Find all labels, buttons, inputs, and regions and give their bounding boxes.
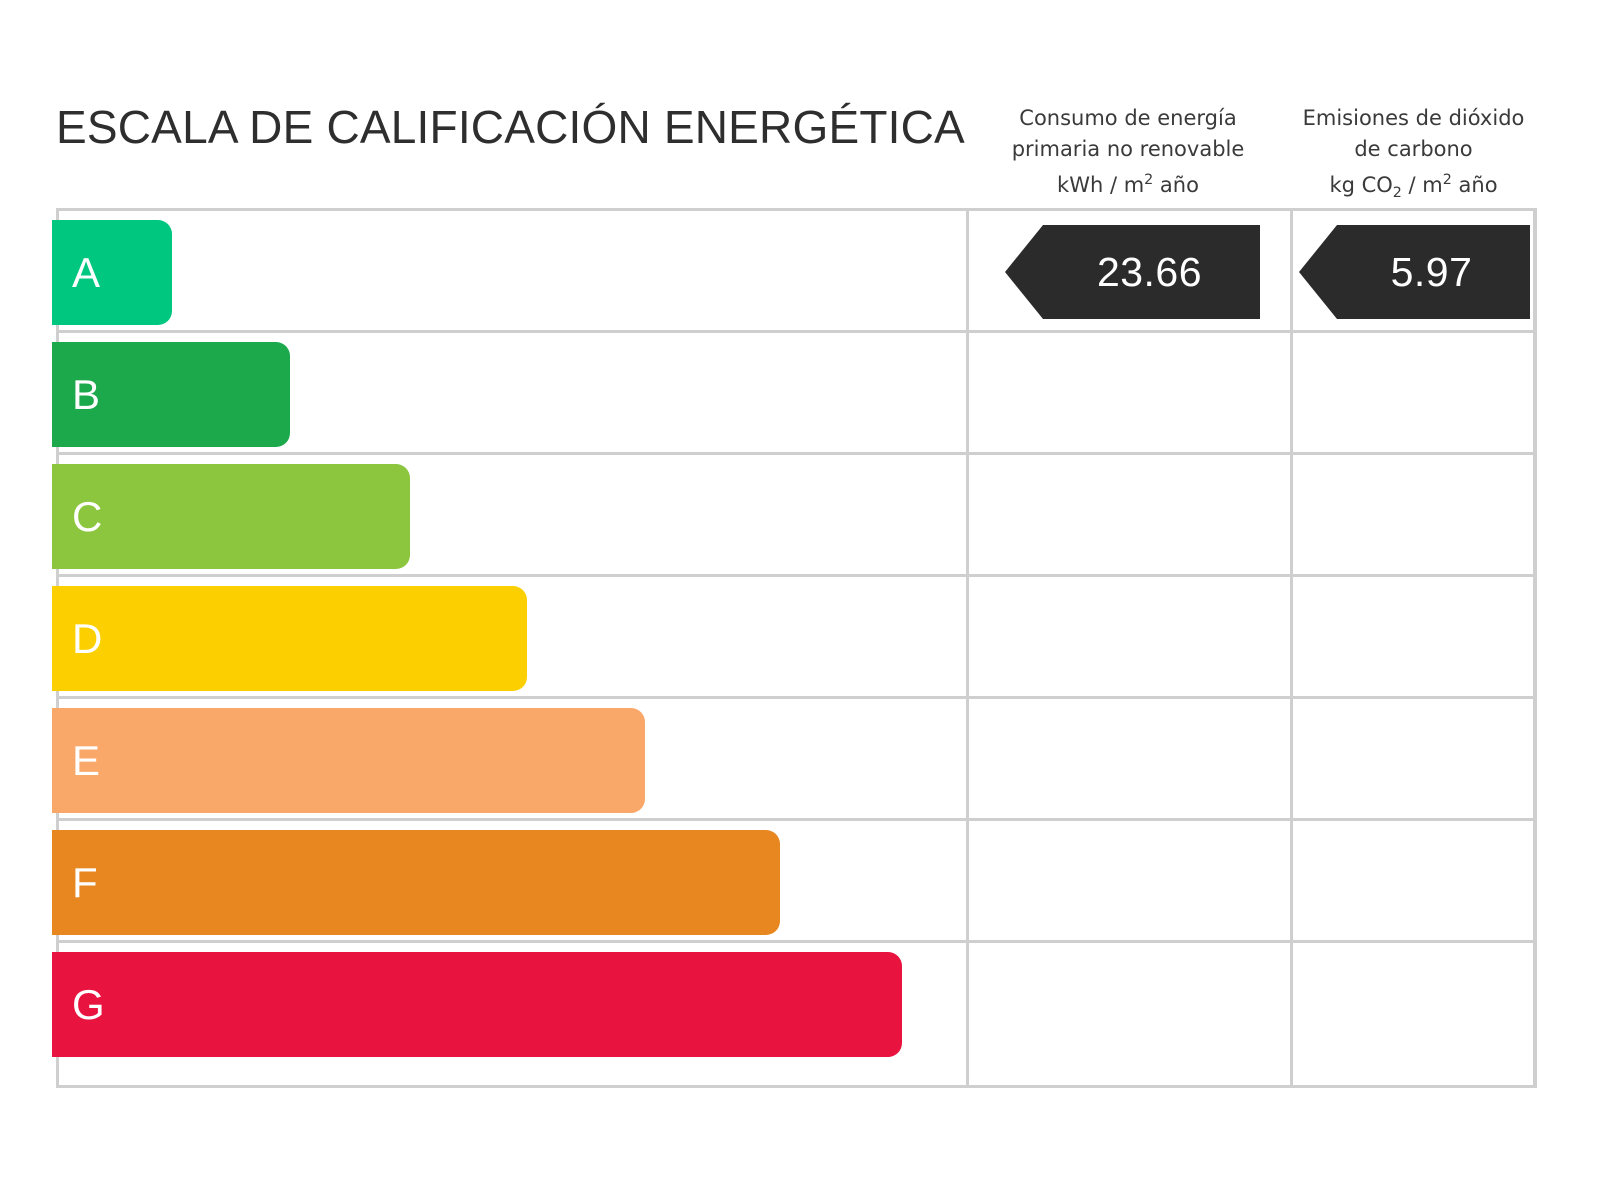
rating-letter-e: E bbox=[72, 736, 101, 784]
rating-scale-table: A 23.66 5.97 B C D E F G bbox=[52, 208, 1537, 1088]
rating-letter-f: F bbox=[72, 858, 98, 906]
rating-bar-f: F bbox=[52, 830, 780, 935]
rating-bar-d: D bbox=[52, 586, 527, 691]
energy-unit-superscript: 2 bbox=[1144, 172, 1154, 188]
table-row: A 23.66 5.97 bbox=[52, 211, 1537, 333]
column-header-emissions: Emisiones de dióxido de carbono kg CO2 /… bbox=[1290, 103, 1537, 209]
rating-letter-d: D bbox=[72, 614, 103, 662]
rating-bar-b: B bbox=[52, 342, 290, 447]
column-header-energy: Consumo de energía primaria no renovable… bbox=[966, 103, 1290, 201]
rating-bar-c: C bbox=[52, 464, 410, 569]
table-row: C bbox=[52, 455, 1537, 577]
rating-letter-c: C bbox=[72, 492, 103, 540]
emissions-unit-middle: / m bbox=[1401, 173, 1443, 197]
rating-bar-e: E bbox=[52, 708, 645, 813]
table-row: B bbox=[52, 333, 1537, 455]
rating-letter-a: A bbox=[72, 248, 101, 296]
energy-value-badge: 23.66 bbox=[1005, 225, 1260, 319]
energy-unit-suffix: año bbox=[1153, 173, 1199, 197]
column-header-emissions-line1: Emisiones de dióxido bbox=[1302, 106, 1525, 130]
rating-letter-b: B bbox=[72, 370, 101, 418]
column-header-energy-line2: primaria no renovable bbox=[1011, 137, 1245, 161]
column-header-energy-unit: kWh / m2 año bbox=[966, 165, 1290, 201]
column-header-energy-line1: Consumo de energía bbox=[1019, 106, 1237, 130]
chart-header: ESCALA DE CALIFICACIÓN ENERGÉTICA Consum… bbox=[0, 0, 1600, 208]
table-row: G bbox=[52, 943, 1537, 1065]
emissions-unit-superscript: 2 bbox=[1442, 172, 1452, 188]
emissions-unit-subscript: 2 bbox=[1392, 185, 1402, 202]
table-row: D bbox=[52, 577, 1537, 699]
emissions-unit-prefix: kg CO bbox=[1329, 173, 1393, 197]
rating-letter-g: G bbox=[72, 980, 105, 1028]
column-divider-energy bbox=[966, 208, 969, 1088]
emissions-value-badge-value: 5.97 bbox=[1390, 248, 1473, 295]
rating-bar-g: G bbox=[52, 952, 902, 1057]
energy-value-badge-value: 23.66 bbox=[1096, 248, 1203, 295]
emissions-unit-suffix: año bbox=[1451, 173, 1498, 197]
table-row: E bbox=[52, 699, 1537, 821]
rating-bar-a: A bbox=[52, 220, 172, 325]
column-header-emissions-line2: de carbono bbox=[1354, 137, 1473, 161]
column-divider-emissions bbox=[1290, 208, 1293, 1088]
emissions-value-badge: 5.97 bbox=[1299, 225, 1530, 319]
column-header-emissions-unit: kg CO2 / m2 año bbox=[1290, 165, 1537, 209]
page-title: ESCALA DE CALIFICACIÓN ENERGÉTICA bbox=[56, 101, 965, 153]
table-row: F bbox=[52, 821, 1537, 943]
energy-unit-prefix: kWh / m bbox=[1057, 173, 1145, 197]
